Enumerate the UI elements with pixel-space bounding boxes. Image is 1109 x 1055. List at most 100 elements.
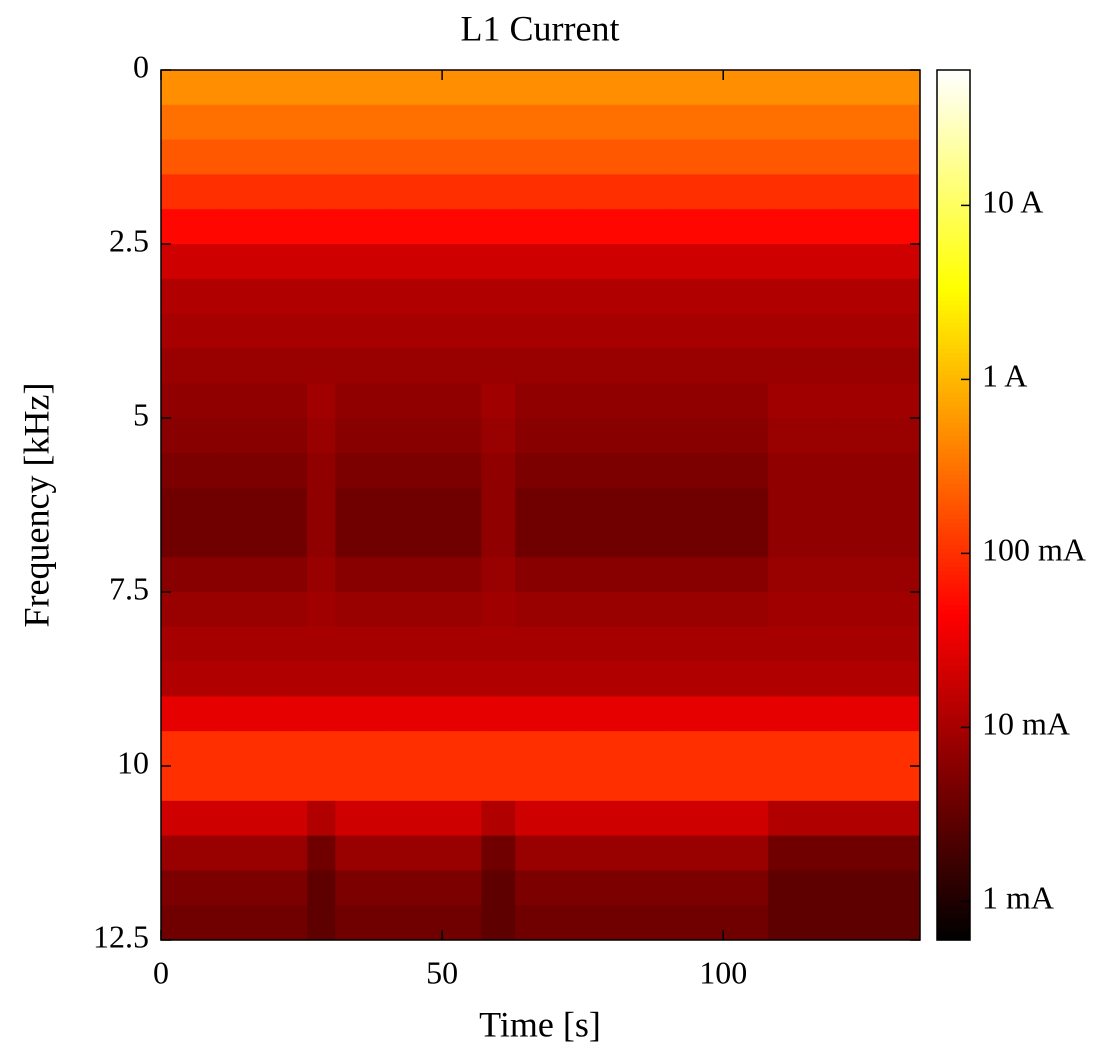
heatmap-cell	[515, 592, 584, 628]
heatmap-cell	[667, 278, 724, 315]
heatmap-cell	[442, 244, 482, 280]
colorbar-swatch	[937, 130, 970, 136]
heatmap-cell	[835, 522, 921, 558]
heatmap-cell	[385, 104, 443, 141]
heatmap-cell	[515, 870, 584, 906]
heatmap-cell	[582, 383, 668, 419]
heatmap-cell	[335, 696, 387, 732]
colorbar-swatch	[937, 348, 970, 354]
heatmap-cell	[217, 209, 274, 245]
heatmap-cell	[307, 800, 336, 837]
heatmap-cell	[217, 800, 274, 837]
colorbar-swatch	[937, 209, 970, 215]
colorbar-swatch	[937, 744, 970, 750]
heatmap-cell	[442, 626, 482, 663]
heatmap-cell	[307, 418, 336, 454]
heatmap-cell	[515, 209, 584, 245]
heatmap-cell	[217, 592, 274, 628]
heatmap-cell	[442, 557, 482, 593]
colorbar-swatch	[937, 331, 970, 336]
heatmap-cell	[335, 661, 387, 697]
heatmap-cell	[161, 522, 218, 558]
colorbar-swatch	[937, 631, 970, 637]
colorbar-swatch	[937, 552, 970, 558]
heatmap-cell	[481, 905, 516, 941]
colorbar-swatch	[937, 705, 970, 711]
heatmap-cell	[161, 766, 218, 802]
y-axis-label: Frequency [kHz]	[16, 383, 56, 628]
heatmap-cell	[515, 348, 584, 384]
heatmap-cell	[768, 626, 837, 663]
heatmap-cell	[307, 313, 336, 349]
heatmap-cell	[515, 905, 584, 941]
heatmap-cell	[723, 661, 769, 697]
heatmap-cell	[768, 731, 837, 767]
colorbar-swatch	[937, 439, 970, 445]
heatmap-cell	[273, 661, 308, 697]
colorbar-swatch	[937, 500, 970, 506]
colorbar-swatch	[937, 787, 970, 793]
colorbar-swatch	[937, 309, 970, 315]
heatmap-cell	[582, 348, 668, 384]
heatmap-cell	[582, 696, 668, 732]
heatmap-cell	[307, 835, 336, 871]
heatmap-cell	[768, 70, 837, 106]
colorbar-swatch	[937, 735, 970, 741]
heatmap-cell	[768, 522, 837, 558]
heatmap-cell	[481, 592, 516, 628]
heatmap-cell	[442, 383, 482, 419]
heatmap-cell	[335, 905, 387, 941]
colorbar-swatch	[937, 674, 970, 680]
heatmap-cell	[217, 70, 274, 106]
heatmap-cell	[335, 522, 387, 558]
colorbar-swatch	[937, 213, 970, 219]
colorbar-swatch	[937, 926, 970, 932]
heatmap-cell	[161, 418, 218, 454]
heatmap-cell	[307, 104, 336, 141]
heatmap-cell	[217, 139, 274, 175]
colorbar-swatch	[937, 857, 970, 863]
colorbar-swatch	[937, 139, 970, 145]
colorbar-swatch	[937, 731, 970, 737]
heatmap-cell	[307, 626, 336, 663]
heatmap-cell	[307, 244, 336, 280]
colorbar-swatch	[937, 283, 970, 289]
heatmap-cell	[273, 522, 308, 558]
colorbar-swatch	[937, 883, 970, 889]
heatmap-cell	[582, 139, 668, 175]
heatmap-cell	[667, 348, 724, 384]
heatmap-cell	[835, 244, 921, 280]
heatmap-cell	[835, 418, 921, 454]
heatmap-cell	[835, 348, 921, 384]
colorbar-swatch	[937, 513, 970, 519]
colorbar-swatch	[937, 905, 970, 911]
heatmap-cell	[161, 383, 218, 419]
heatmap-cell	[582, 626, 668, 663]
colorbar-swatch	[937, 378, 970, 384]
colorbar-swatch	[937, 457, 970, 463]
colorbar-swatch	[937, 248, 970, 254]
heatmap-cell	[835, 104, 921, 141]
heatmap-cell	[335, 626, 387, 663]
heatmap-cell	[582, 522, 668, 558]
heatmap-cell	[768, 418, 837, 454]
colorbar-swatch	[937, 244, 970, 249]
colorbar-swatch	[937, 222, 970, 228]
heatmap-cell	[307, 731, 336, 767]
heatmap-cell	[723, 452, 769, 489]
heatmap-cell	[768, 592, 837, 628]
heatmap-cell	[442, 452, 482, 489]
heatmap-cell	[385, 174, 443, 210]
colorbar-swatch	[937, 539, 970, 545]
heatmap-cell	[768, 870, 837, 906]
heatmap-cell	[481, 487, 516, 523]
colorbar-swatch	[937, 544, 970, 550]
heatmap-cell	[667, 104, 724, 141]
heatmap-cell	[667, 766, 724, 802]
colorbar-swatch	[937, 596, 970, 602]
colorbar-swatch	[937, 104, 970, 110]
heatmap-cell	[481, 835, 516, 871]
colorbar-swatch	[937, 752, 970, 758]
colorbar-swatch	[937, 587, 970, 593]
heatmap-cell	[273, 418, 308, 454]
